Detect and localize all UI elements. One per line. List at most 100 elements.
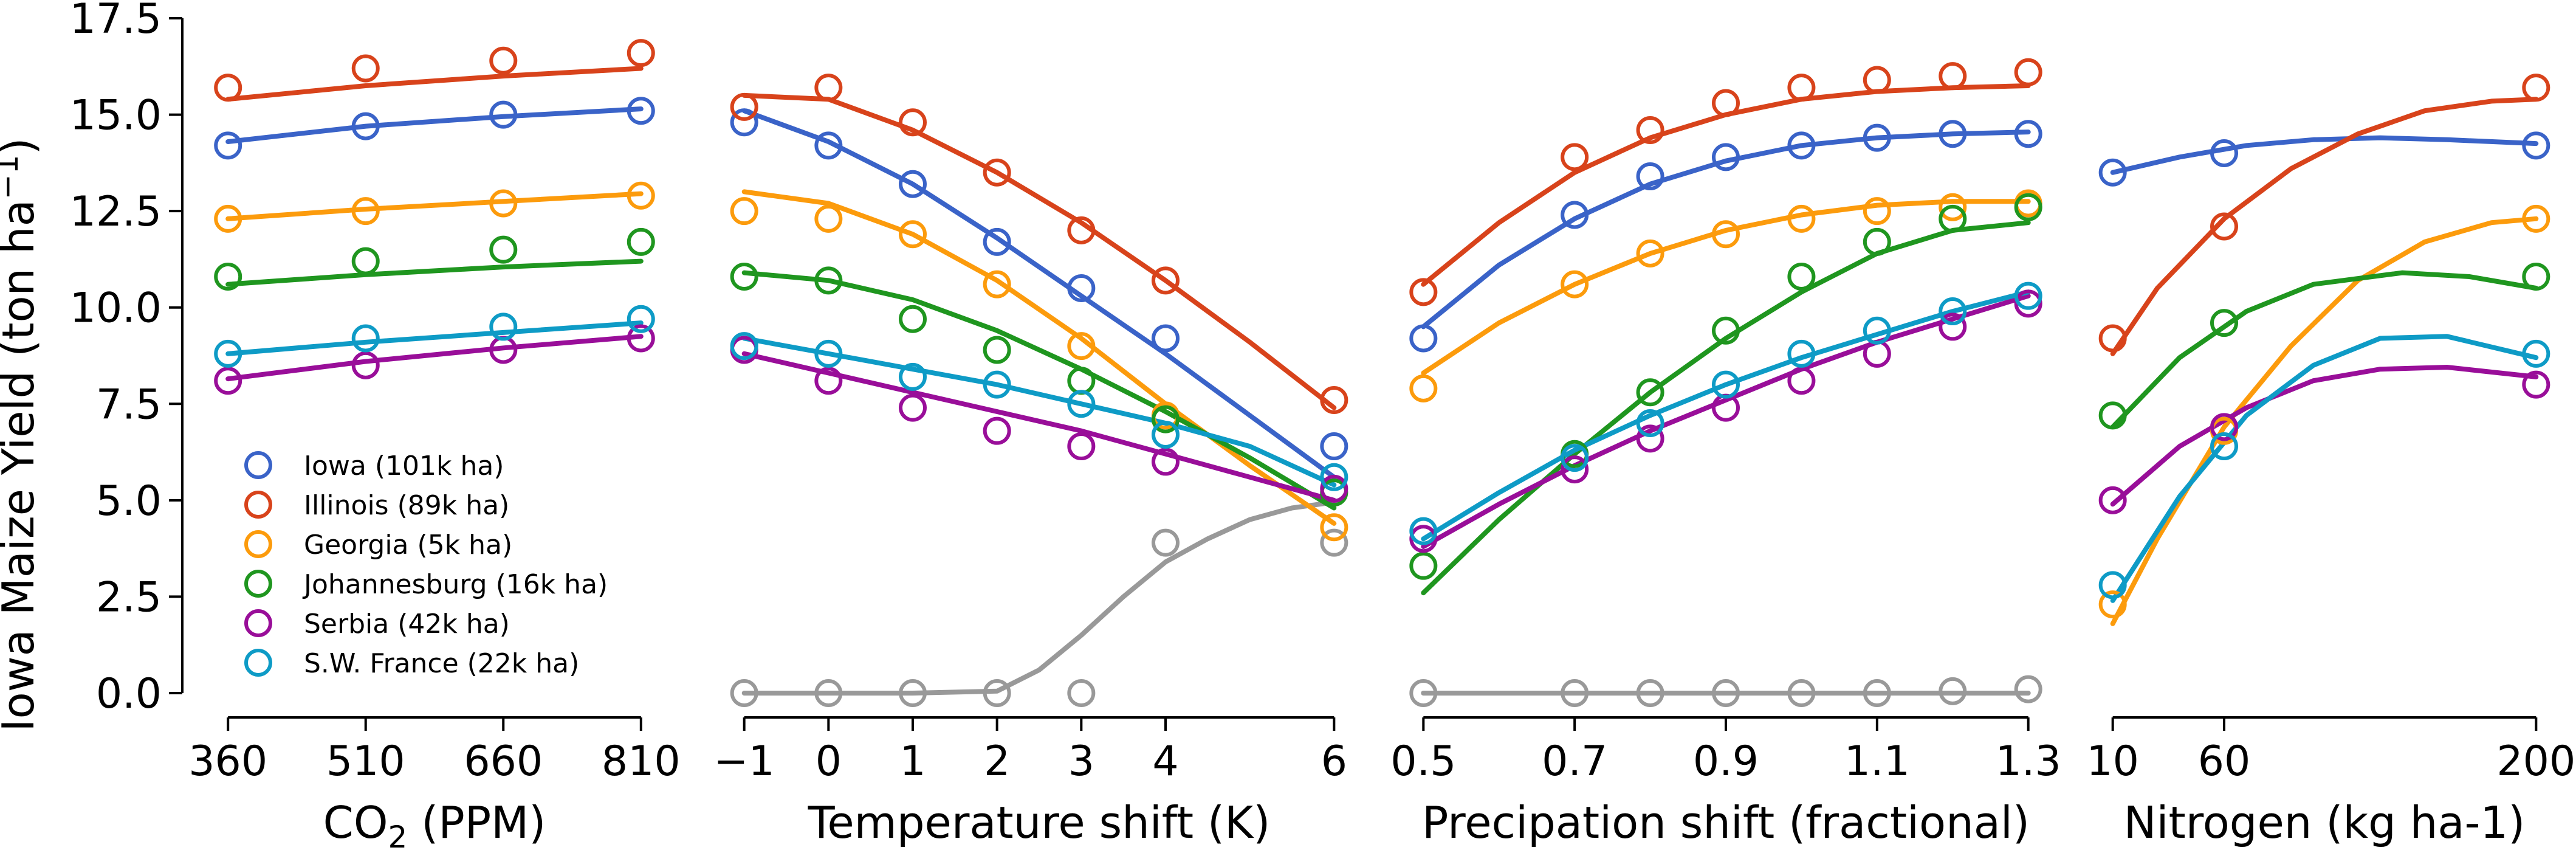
legend-label: Iowa (101k ha)	[304, 451, 504, 482]
x-tick-label: 200	[2496, 737, 2575, 786]
data-point-series-6	[627, 305, 655, 333]
legend-marker	[244, 609, 272, 637]
data-point-series-3	[1863, 197, 1891, 226]
fit-line-series-1	[2110, 135, 2539, 175]
data-point-series-6	[2098, 571, 2127, 599]
y-axis-label-main: Iowa Maize Yield (ton ha	[0, 199, 44, 731]
data-point-series-5	[627, 324, 655, 353]
data-point-series-4	[730, 262, 758, 291]
data-point-series-1	[1787, 131, 1816, 160]
x-axis-label: Temperature shift (K)	[808, 797, 1271, 848]
data-point-reference	[1561, 679, 1589, 707]
data-point-series-2	[730, 92, 758, 121]
fit-line-series-2	[741, 92, 1337, 410]
data-point-series-1	[1712, 143, 1740, 171]
data-point-series-3	[1067, 332, 1096, 361]
panel-3: 0.5 0.7 0.9 1.1 1.3 Precipation shift (fracti…	[1390, 58, 2061, 848]
data-point-series-4	[1636, 378, 1664, 407]
fit-line-series-6	[2110, 334, 2539, 603]
legend-marker	[244, 451, 272, 479]
data-point-series-5	[899, 393, 927, 422]
fit-line-series-6	[1421, 289, 2031, 542]
data-point-series-3	[489, 189, 518, 218]
data-point-series-4	[2014, 193, 2042, 221]
data-point-series-2	[214, 74, 242, 102]
fit-line-series-5	[225, 334, 644, 382]
data-point-series-5	[1863, 339, 1891, 368]
data-point-series-6	[2014, 281, 2042, 310]
x-tick-label: 1.3	[1996, 737, 2061, 786]
data-point-series-6	[1863, 316, 1891, 345]
fit-line-series-2	[225, 66, 644, 102]
legend: Iowa (101k ha) Illinois (89k ha) Georgia (…	[244, 451, 608, 679]
data-point-series-3	[1561, 270, 1589, 299]
data-point-series-6	[1636, 409, 1664, 437]
data-point-series-6	[2210, 432, 2238, 461]
data-point-series-2	[2098, 324, 2127, 353]
data-point-reference	[1939, 677, 1967, 705]
data-point-series-6	[489, 313, 518, 341]
fit-line-series-2	[2110, 97, 2539, 356]
fit-line-series-3	[741, 189, 1337, 526]
x-tick-label: 1	[899, 737, 926, 786]
data-point-series-6	[1320, 463, 1348, 491]
y-axis-label: Iowa Maize Yield (ton ha−1)	[0, 137, 44, 731]
data-point-series-4	[814, 266, 843, 295]
legend-label: Serbia (42k ha)	[304, 609, 510, 640]
x-axis-label-rest: (PPM)	[407, 797, 546, 848]
legend-marker	[244, 491, 272, 519]
x-axis-label-subscript: 2	[388, 820, 408, 850]
fit-line-series-4	[1421, 220, 2031, 596]
data-point-series-4	[2210, 309, 2238, 337]
x-tick-label: 360	[188, 737, 267, 786]
x-tick-label: 2	[984, 737, 1010, 786]
data-point-series-5	[351, 351, 380, 379]
data-point-series-1	[1320, 432, 1348, 461]
fit-line-series-6	[225, 320, 644, 356]
y-tick-label: 2.5	[96, 573, 162, 621]
y-tick-label: 5.0	[96, 477, 162, 525]
data-point-reference	[1712, 679, 1740, 707]
data-point-series-1	[814, 131, 843, 160]
y-axis-label-superscript: −1	[0, 155, 25, 200]
fit-line-reference	[741, 500, 1337, 696]
data-point-series-1	[1409, 324, 1438, 353]
data-point-series-4	[1863, 227, 1891, 256]
data-point-series-5	[1152, 447, 1180, 476]
x-tick-label: 3	[1068, 737, 1094, 786]
data-point-series-6	[2522, 339, 2550, 368]
data-point-reference	[1636, 679, 1664, 707]
data-point-series-1	[214, 131, 242, 160]
x-tick-label: 0.5	[1390, 737, 1456, 786]
x-axis-label: Precipation shift (fractional)	[1422, 797, 2030, 848]
data-point-series-4	[627, 227, 655, 256]
data-point-series-5	[983, 416, 1011, 445]
fit-line-series-3	[225, 191, 644, 221]
x-tick-label: −1	[714, 737, 775, 786]
data-point-series-3	[1636, 239, 1664, 268]
data-point-series-6	[730, 332, 758, 361]
fit-line-series-5	[741, 351, 1337, 503]
x-tick-label: 0	[816, 737, 842, 786]
data-point-series-3	[1787, 204, 1816, 233]
data-point-series-2	[1863, 66, 1891, 94]
data-point-series-1	[351, 112, 380, 140]
data-point-series-2	[983, 158, 1011, 187]
legend-label: Georgia (5k ha)	[304, 530, 512, 561]
data-point-reference	[1787, 679, 1816, 707]
data-point-series-6	[1939, 297, 1967, 326]
data-point-series-3	[899, 220, 927, 249]
data-point-series-2	[2210, 212, 2238, 241]
data-point-series-2	[489, 46, 518, 75]
legend-item: Georgia (5k ha)	[244, 530, 512, 561]
data-point-series-3	[730, 197, 758, 226]
data-point-reference	[1152, 528, 1180, 557]
y-tick-label: 7.5	[96, 381, 162, 429]
data-point-series-3	[1320, 513, 1348, 542]
data-point-series-5	[1939, 313, 1967, 341]
data-point-series-6	[899, 362, 927, 391]
data-point-reference	[1863, 679, 1891, 707]
data-point-series-1	[2014, 120, 2042, 148]
